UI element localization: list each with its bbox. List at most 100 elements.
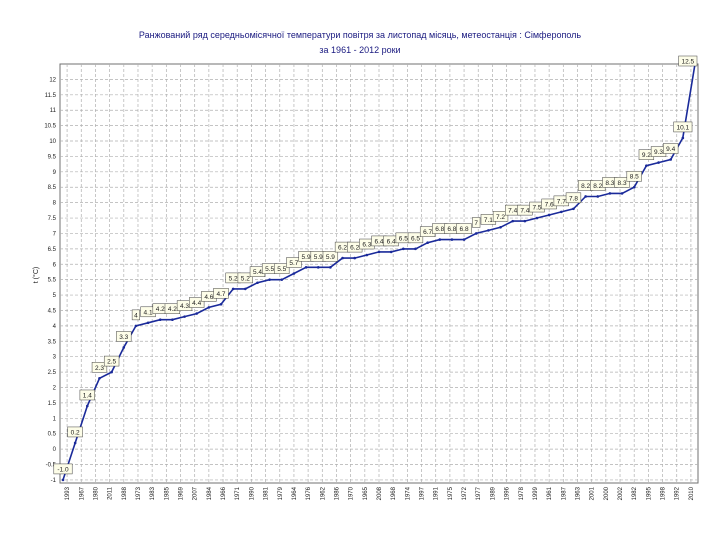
data-label-box [79,389,95,401]
data-point [280,278,284,281]
x-tick-label: 1968 [391,486,397,500]
data-label-box [286,257,302,268]
data-point [572,207,575,211]
data-label-box [189,297,205,308]
x-tick-label: 1985 [164,486,170,500]
data-point [304,266,308,269]
data-label: 8.5 [630,174,639,181]
data-label: 7.2 [496,214,505,221]
data-point [158,318,162,322]
x-tick-label: 1984 [207,486,213,500]
y-tick-label: 1 [53,416,57,422]
x-tick-label: 2002 [618,486,624,500]
data-label-box [213,288,229,299]
data-point [86,404,89,408]
y-tick-label: 7.5 [48,216,57,222]
data-point [195,312,198,315]
x-tick-label: 2008 [377,486,383,500]
y-tick-label: 4.5 [48,308,57,314]
y-tick-label: 8 [53,201,57,207]
data-label: 7.4 [520,208,529,215]
data-label: 8.3 [618,180,627,187]
data-label-box [131,309,140,321]
data-point [183,315,186,318]
data-label: -1.0 [57,466,69,473]
data-label-box [237,272,253,284]
data-label: 4.6 [204,294,213,301]
chart-subtitle: за 1961 - 2012 роки [319,45,401,55]
data-label: 6.8 [460,226,469,233]
data-label: 4.7 [216,291,225,298]
data-label: 5.9 [302,254,311,261]
y-tick-label: 4 [53,324,57,330]
data-point [316,266,320,269]
data-point [244,287,247,291]
data-point [292,272,296,275]
data-point [146,321,150,325]
data-point [535,216,539,220]
data-label: 4.1 [144,309,153,316]
data-point [110,370,113,374]
data-label: 6.2 [350,245,359,252]
x-tick-label: 1989 [490,486,496,500]
x-tick-label: 1975 [448,486,454,500]
data-point [681,136,685,140]
data-label: 6.8 [447,226,456,233]
x-tick-label: 1999 [533,486,539,500]
data-point [669,158,672,161]
data-label: 4.3 [180,303,189,310]
x-tick-label: 2011 [108,486,114,500]
y-tick-label: -0.5 [46,463,57,469]
y-tick-label: 9 [53,170,57,176]
y-tick-label: 2.5 [48,370,57,376]
y-tick-label: 5.5 [48,278,57,284]
data-label: 7.6 [545,201,554,208]
x-tick-label: 1967 [79,486,85,500]
y-tick-label: 10 [49,139,56,145]
data-point [365,253,369,257]
data-label: 8.2 [593,183,602,190]
plot-area [59,63,699,484]
data-point [608,192,612,195]
data-label-box [565,192,582,204]
chart-title: Ранжований ряд середньомісячної температ… [138,30,582,40]
x-tick-label: 1983 [150,486,156,500]
x-tick-label: 1987 [561,486,567,500]
x-tick-label: 1974 [405,486,411,500]
data-point [219,303,223,306]
y-tick-label: 0.5 [48,432,57,438]
data-point [438,238,442,241]
x-tick-label: 1995 [646,486,652,500]
data-point [632,185,636,189]
data-point [134,324,138,328]
x-tick-label: 1991 [434,486,440,500]
data-label-box [322,251,339,262]
data-point [511,219,514,223]
data-label: 12.5 [681,59,694,66]
data-point [231,287,235,291]
data-label: 8.3 [605,180,614,187]
data-label: 10.1 [677,124,690,131]
data-label: 7.1 [484,217,493,224]
x-tick-label: 1993 [65,486,71,500]
data-label: 1.4 [83,392,92,399]
data-point [256,281,259,285]
x-tick-label: 1997 [420,486,426,500]
x-tick-label: 1981 [264,486,270,500]
data-label-box [67,426,83,438]
y-tick-label: 12 [49,77,56,83]
data-label: 6.5 [411,235,420,242]
data-label: 6.4 [387,238,396,245]
data-label: 6.8 [435,226,444,233]
x-tick-label: 1970 [349,486,355,500]
data-label: 5.9 [314,254,323,261]
data-label: 6.2 [338,245,347,252]
x-tick-label: 1965 [363,486,369,500]
x-tick-label: 1996 [505,486,511,500]
x-tick-label: 1988 [122,486,128,500]
data-label: 5.2 [241,275,250,282]
data-label-box [472,217,481,228]
x-tick-label: 2010 [689,486,695,500]
y-tick-label: 3 [53,355,57,361]
